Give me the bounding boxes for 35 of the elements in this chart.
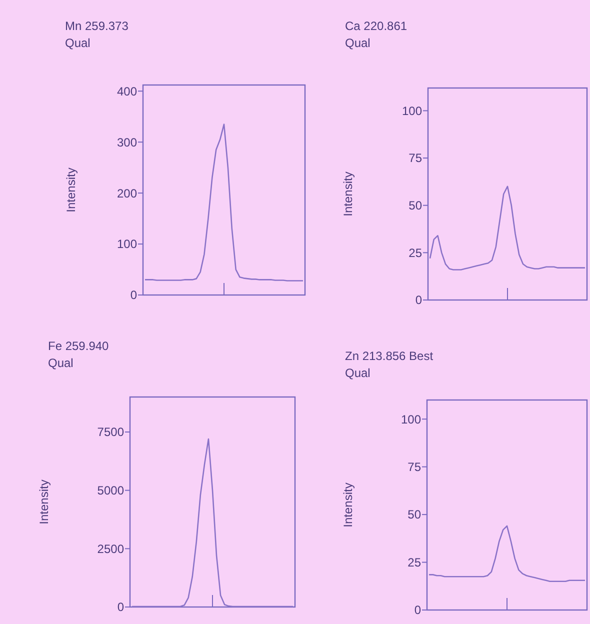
y-tick-label: 25 [408, 246, 422, 260]
y-tick-label: 25 [408, 555, 422, 570]
y-tick-label: 100 [402, 104, 422, 118]
chart-subtitle: Qual [345, 366, 370, 380]
chart-title: Zn 213.856 Best [345, 349, 434, 363]
y-tick-label: 75 [408, 151, 422, 166]
chart-title: Ca 220.861 [345, 19, 408, 33]
y-tick-label: 300 [116, 135, 138, 150]
y-tick-label: 7500 [97, 425, 124, 440]
y-tick-label: 75 [408, 460, 422, 474]
chart-subtitle: Qual [65, 36, 90, 50]
y-tick-label: 50 [408, 198, 422, 213]
line-series [429, 186, 586, 270]
line-series [428, 525, 586, 582]
chart-title: Mn 259.373 [65, 19, 129, 33]
y-tick-label: 5000 [97, 484, 124, 498]
y-axis-title: Intensity [341, 172, 355, 216]
y-tick-label: 200 [116, 186, 138, 200]
y-axis-title: Intensity [37, 480, 51, 524]
y-tick-label: 0 [414, 603, 422, 618]
y-tick-label: 0 [415, 293, 422, 308]
chart-subtitle: Qual [48, 356, 74, 370]
y-axis-title: Intensity [341, 482, 355, 528]
y-tick-label: 100 [116, 237, 138, 252]
y-tick-label: 0 [117, 600, 124, 614]
y-tick-label: 50 [408, 508, 422, 522]
chart-subtitle: Qual [345, 36, 370, 50]
y-axis-title: Intensity [64, 168, 78, 212]
y-tick-label: 2500 [97, 542, 124, 556]
y-tick-label: 100 [400, 412, 422, 426]
chart-title: Fe 259.940 [48, 339, 110, 353]
y-tick-label: 400 [116, 84, 138, 98]
line-series [131, 438, 294, 608]
line-series [144, 124, 304, 282]
y-tick-label: 0 [130, 288, 138, 302]
